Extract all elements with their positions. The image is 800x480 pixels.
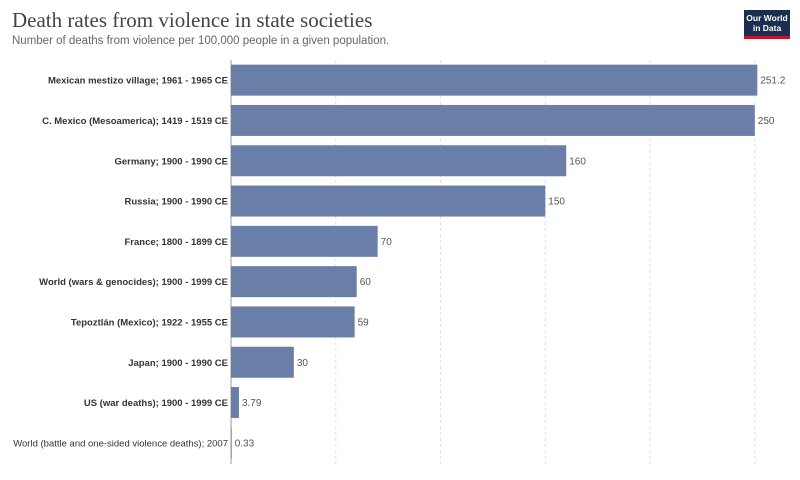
category-label: Germany; 1900 - 1990 CE xyxy=(114,156,228,167)
chart-subtitle: Number of deaths from violence per 100,0… xyxy=(12,35,390,47)
category-label: Japan; 1900 - 1990 CE xyxy=(128,358,228,369)
logo-line-1: Our World xyxy=(746,13,788,23)
value-label: 250 xyxy=(758,116,775,127)
bar xyxy=(231,266,357,298)
bar xyxy=(231,225,378,257)
category-label: France; 1800 - 1899 CE xyxy=(124,237,228,248)
bar xyxy=(231,387,239,419)
category-label: US (war deaths); 1900 - 1999 CE xyxy=(84,398,228,409)
bar xyxy=(231,104,755,136)
bar xyxy=(231,145,567,177)
value-label: 150 xyxy=(548,197,565,208)
category-label: Russia; 1900 - 1990 CE xyxy=(124,197,228,208)
value-label: 60 xyxy=(360,277,372,288)
value-label: 30 xyxy=(297,358,309,369)
bar xyxy=(231,306,355,338)
bar xyxy=(231,427,232,459)
chart-title: Death rates from violence in state socie… xyxy=(12,8,373,32)
value-label: 59 xyxy=(358,317,370,328)
category-label: World (wars & genocides); 1900 - 1999 CE xyxy=(39,277,228,288)
bar xyxy=(231,185,546,217)
category-label: C. Mexico (Mesoamerica); 1419 - 1519 CE xyxy=(42,116,228,127)
value-label: 160 xyxy=(569,156,586,167)
category-label: Mexican mestizo village; 1961 - 1965 CE xyxy=(48,76,228,87)
category-label: World (battle and one-sided violence dea… xyxy=(13,438,228,449)
bar xyxy=(231,64,758,96)
category-label: Tepoztlán (Mexico); 1922 - 1955 CE xyxy=(71,317,228,328)
value-label: 251.2 xyxy=(760,76,785,87)
value-label: 70 xyxy=(381,237,393,248)
bar xyxy=(231,346,294,378)
logo-line-2: in Data xyxy=(752,23,782,33)
value-label: 0.33 xyxy=(235,438,255,449)
value-label: 3.79 xyxy=(242,398,262,409)
owid-logo[interactable]: Our World in Data xyxy=(744,10,790,39)
